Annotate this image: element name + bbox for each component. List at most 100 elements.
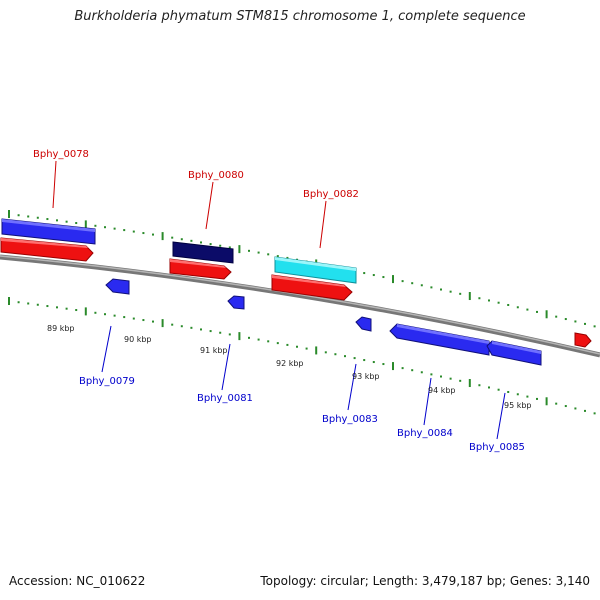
inner-track-tick — [536, 397, 538, 400]
inner-track-tick — [296, 345, 298, 348]
inner-track-tick — [257, 338, 260, 341]
scale-label-91: 91 kbp — [200, 346, 228, 355]
inner-track-tick — [267, 340, 270, 343]
gene-bphy-0082-forward[interactable] — [274, 256, 357, 284]
gene-label-bphy-0081[interactable]: Bphy_0081 — [197, 393, 253, 404]
outer-track-tick — [46, 218, 49, 221]
inner-track-tick — [36, 303, 39, 306]
gene-label-bphy-0083[interactable]: Bphy_0083 — [322, 414, 378, 425]
gene-label-bphy-0085[interactable]: Bphy_0085 — [469, 442, 525, 453]
outer-track-tick — [161, 232, 164, 241]
inner-track-tick — [248, 336, 250, 339]
inner-track-tick — [142, 319, 145, 322]
inner-track-tick — [238, 332, 241, 341]
inner-track-tick — [94, 311, 97, 314]
inner-track-tick — [46, 305, 49, 308]
inner-track-tick — [305, 347, 308, 350]
outer-track-tick — [507, 303, 510, 306]
inner-track-tick — [449, 377, 452, 380]
gene-red-3[interactable] — [271, 274, 353, 301]
gene-bphy-0081[interactable] — [227, 295, 245, 310]
gene-bphy-0080-forward[interactable] — [172, 241, 234, 264]
outer-track-tick — [200, 241, 202, 244]
inner-track-tick — [315, 346, 318, 355]
inner-track-tick — [276, 342, 279, 345]
outer-track-tick — [574, 320, 577, 323]
inner-track-tick — [344, 355, 346, 358]
outer-track-tick — [459, 292, 462, 295]
inner-track-tick — [113, 314, 116, 317]
gene-label-bphy-0080[interactable]: Bphy_0080 — [188, 170, 244, 181]
inner-track-tick — [440, 375, 442, 378]
outer-track-tick — [8, 210, 10, 219]
outer-track-tick — [123, 229, 126, 232]
outer-track-tick — [209, 243, 212, 246]
outer-track-tick — [488, 299, 490, 302]
outer-track-tick — [555, 315, 558, 318]
scale-label-90: 90 kbp — [124, 335, 152, 344]
inner-track-tick — [190, 326, 193, 329]
inner-track-tick — [401, 367, 404, 370]
scale-label-94: 94 kbp — [428, 386, 456, 395]
outer-track-tick — [190, 239, 193, 242]
outer-track-tick — [248, 249, 250, 252]
scale-label-93: 93 kbp — [352, 372, 380, 381]
outer-track-tick — [84, 220, 87, 229]
inner-track-tick — [132, 317, 135, 320]
scale-label-95: 95 kbp — [504, 401, 532, 410]
gene-red-1[interactable] — [0, 237, 94, 262]
gene-label-bphy-0079[interactable]: Bphy_0079 — [79, 376, 135, 387]
inner-track-tick — [104, 313, 106, 316]
outer-track-tick — [536, 310, 538, 313]
outer-track-tick — [113, 227, 116, 230]
gene-label-bphy-0082[interactable]: Bphy_0082 — [303, 189, 359, 200]
inner-track-tick — [180, 325, 183, 328]
outer-track-tick — [526, 308, 529, 311]
inner-track-tick — [353, 357, 356, 360]
outer-track-tick — [401, 280, 404, 283]
inner-track-tick — [507, 390, 510, 393]
inner-track-tick — [123, 316, 126, 319]
gene-bphy-0079[interactable] — [105, 278, 130, 295]
outer-track-tick — [104, 226, 106, 229]
inner-track-tick — [574, 407, 577, 410]
inner-track-tick — [161, 319, 164, 328]
outer-track-tick — [142, 232, 145, 235]
outer-track-tick — [132, 230, 135, 233]
outer-track-tick — [545, 310, 548, 319]
outer-track-tick — [449, 290, 452, 293]
inner-track-tick — [372, 361, 375, 364]
inner-track-tick — [171, 323, 174, 326]
outer-track-tick — [440, 288, 442, 291]
outer-track-tick — [363, 272, 366, 275]
outer-track-tick — [171, 236, 174, 239]
scale-label-89: 89 kbp — [47, 324, 75, 333]
gene-label-bphy-0078[interactable]: Bphy_0078 — [33, 149, 89, 160]
inner-track-tick — [27, 302, 30, 305]
inner-track-tick — [411, 369, 414, 372]
outer-track-tick — [65, 220, 68, 223]
gene-red-4[interactable] — [574, 332, 592, 348]
inner-track-tick — [219, 331, 222, 334]
chromosome-backbone — [0, 254, 600, 358]
gene-bphy-0083[interactable] — [355, 316, 372, 332]
outer-track-tick — [94, 224, 97, 227]
inner-track-tick — [17, 301, 20, 304]
inner-track-tick — [65, 307, 68, 310]
gene-bphy-0078-forward[interactable] — [1, 218, 96, 245]
gene-label-bphy-0084[interactable]: Bphy_0084 — [397, 428, 453, 439]
inner-track-tick — [593, 412, 596, 415]
inner-track-tick — [564, 405, 567, 408]
gene-bphy-0085[interactable] — [486, 340, 542, 366]
outer-track-tick — [36, 216, 39, 219]
outer-track-tick — [478, 297, 481, 300]
gene-red-2[interactable] — [169, 258, 232, 280]
inner-track-tick — [392, 362, 394, 371]
outer-track-tick — [238, 245, 241, 254]
outer-track-tick — [497, 301, 500, 304]
outer-track-tick — [593, 325, 596, 328]
outer-track-tick — [584, 322, 586, 325]
outer-track-tick — [75, 222, 78, 225]
inner-track-tick — [334, 353, 337, 356]
